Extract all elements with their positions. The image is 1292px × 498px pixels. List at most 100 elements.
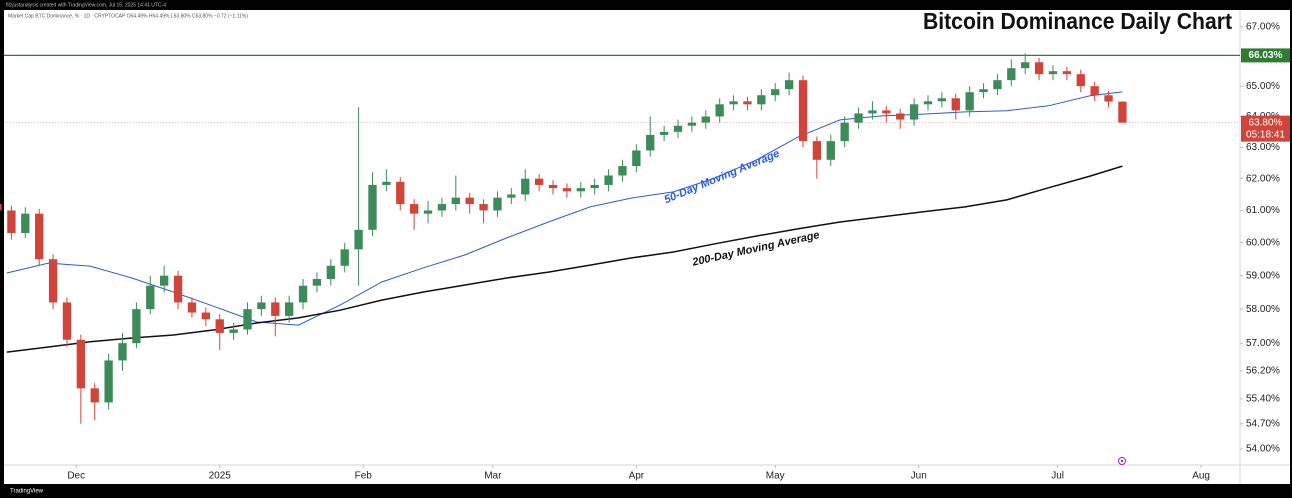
- candle-body: [673, 125, 683, 132]
- y-tick-label: 63.00%: [1246, 142, 1280, 153]
- candle-body: [562, 188, 572, 192]
- candle-body: [590, 184, 599, 189]
- candle-body: [21, 213, 30, 234]
- candle-body: [479, 204, 488, 211]
- candle-body: [146, 285, 155, 310]
- x-tick-label: Jul: [1051, 471, 1064, 482]
- candle-body: [659, 131, 669, 135]
- candle-body: [48, 259, 58, 303]
- candle-body: [396, 181, 405, 205]
- y-tick-label: 58.00%: [1246, 304, 1280, 315]
- candle-body: [937, 98, 947, 102]
- candle-body: [229, 329, 238, 333]
- candle-body: [493, 197, 502, 211]
- candle-body: [382, 181, 391, 185]
- candle-body: [632, 150, 641, 167]
- candle-body: [548, 184, 558, 189]
- candle-body: [993, 80, 1002, 90]
- candle-body: [757, 95, 766, 105]
- candle-body: [173, 275, 183, 303]
- attribution: fitzjustanalysis created with TradingVie…: [6, 2, 166, 8]
- candle-body: [90, 388, 99, 403]
- candle-body: [423, 210, 433, 214]
- y-tick-label: 61.00%: [1246, 205, 1280, 216]
- last-price-box: [1241, 115, 1290, 142]
- y-tick-label: 57.00%: [1246, 338, 1280, 349]
- candle-body: [257, 302, 266, 310]
- candle-body: [1021, 62, 1030, 69]
- y-tick-label: 67.00%: [1246, 22, 1280, 33]
- candle-body: [312, 279, 322, 286]
- y-tick-label: 54.00%: [1246, 444, 1280, 455]
- x-tick-label: Dec: [67, 471, 85, 482]
- y-tick-label: 54.70%: [1246, 418, 1280, 429]
- chart-title: Bitcoin Dominance Daily Chart: [923, 8, 1232, 34]
- candle-body: [965, 92, 974, 111]
- candle-body: [868, 110, 877, 114]
- brand: TradingView: [10, 489, 44, 495]
- candle-body: [798, 80, 808, 142]
- candle-body: [1034, 62, 1044, 75]
- candle-body: [854, 113, 863, 123]
- moving-average-line: [6, 165, 1123, 353]
- y-tick-label: 60.00%: [1246, 237, 1280, 248]
- y-tick-label: 62.00%: [1246, 173, 1280, 184]
- candle-body: [35, 213, 44, 260]
- reference-price-box: [1241, 48, 1290, 63]
- x-tick-label: Aug: [1192, 471, 1210, 482]
- candle-body: [618, 166, 627, 176]
- candle-body: [576, 188, 585, 192]
- candle-body: [951, 98, 960, 111]
- candle-body: [132, 309, 141, 344]
- candle-body: [243, 309, 252, 330]
- candle-body: [409, 204, 419, 214]
- candle-body: [743, 101, 752, 105]
- x-tick-label: Jun: [911, 471, 927, 482]
- candle-body: [896, 113, 905, 120]
- candle-body: [187, 302, 197, 313]
- candle-body: [76, 339, 86, 389]
- candle-body: [715, 104, 724, 117]
- candle-body: [646, 134, 655, 151]
- candle-body: [701, 116, 710, 123]
- candle-body: [298, 285, 308, 303]
- panel: [4, 10, 1290, 484]
- candle-body: [465, 197, 474, 205]
- candle-body: [1090, 86, 1099, 96]
- candle-body: [368, 184, 377, 230]
- x-tick-label: 2025: [209, 471, 232, 482]
- candle-body: [1007, 68, 1016, 81]
- candle-body: [1118, 101, 1127, 123]
- candle-body: [354, 229, 363, 250]
- moving-average-line: [6, 91, 1123, 326]
- candle-body: [604, 175, 613, 185]
- candle-body: [437, 204, 447, 211]
- candle-body: [840, 122, 849, 142]
- candle-body: [1048, 71, 1058, 75]
- candle-body: [62, 302, 72, 340]
- y-tick-label: 59.00%: [1246, 270, 1280, 281]
- candle-body: [812, 141, 822, 160]
- x-tick-label: Mar: [484, 471, 502, 482]
- candle-body: [340, 249, 349, 266]
- alert-icon-dot: [1120, 459, 1124, 463]
- candle-body: [729, 101, 738, 105]
- candle-body: [118, 343, 127, 361]
- candle-body: [0, 204, 2, 211]
- candle-body: [201, 312, 210, 320]
- candle-body: [1076, 74, 1085, 87]
- candle-body: [882, 110, 891, 114]
- candle-body: [326, 265, 335, 280]
- x-tick-label: Feb: [355, 471, 373, 482]
- x-tick-label: May: [766, 471, 785, 482]
- candle-body: [271, 302, 280, 316]
- candle-body: [771, 89, 780, 96]
- candle-body: [1062, 71, 1072, 75]
- candle-body: [534, 178, 544, 185]
- candle-body: [909, 104, 919, 120]
- candle-body: [923, 101, 933, 105]
- symbol-info: Market Cap BTC Dominance, % · 1D · CRYPT…: [8, 13, 248, 19]
- candle-body: [451, 197, 460, 205]
- candle-body: [826, 141, 835, 160]
